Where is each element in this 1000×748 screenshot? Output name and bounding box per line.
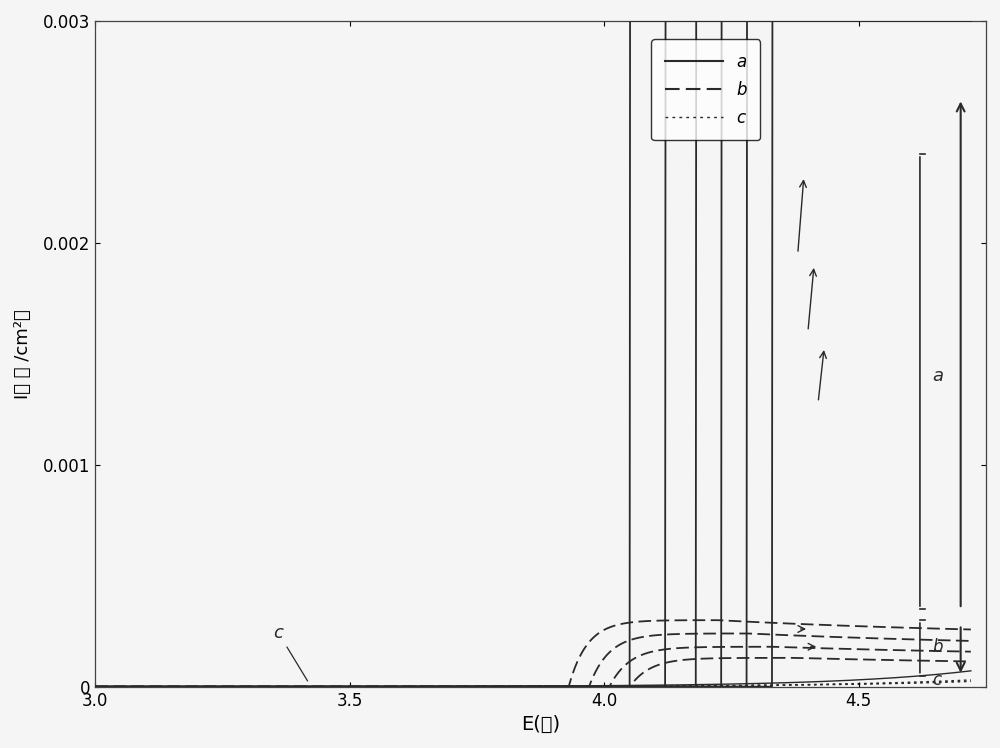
Legend: a, b, c: a, b, c: [651, 39, 760, 140]
Text: a: a: [933, 367, 944, 385]
X-axis label: E(伏): E(伏): [521, 715, 560, 734]
Y-axis label: I（ 安 /cm²）: I（ 安 /cm²）: [14, 309, 32, 399]
Text: c: c: [273, 624, 308, 681]
Text: b: b: [933, 638, 943, 656]
Text: c: c: [933, 671, 942, 689]
